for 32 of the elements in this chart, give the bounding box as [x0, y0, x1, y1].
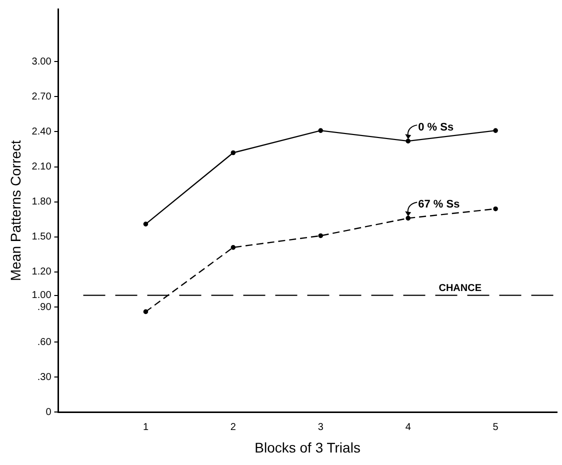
y-tick-label: 0	[46, 406, 52, 418]
y-tick-label: 1.80	[32, 196, 52, 208]
point	[143, 309, 148, 314]
y-axis-title: Mean Patterns Correct	[7, 140, 24, 282]
ref-line-label: CHANCE	[438, 283, 482, 294]
annotation: 67 % Ss	[418, 198, 460, 211]
y-tick-label: 3.00	[32, 56, 52, 68]
x-tick-label: 1	[142, 422, 149, 433]
y-tick-label: .60	[37, 336, 52, 348]
point	[318, 233, 324, 238]
x-tick-label: 4	[405, 422, 412, 433]
point	[493, 206, 498, 212]
y-tick-label: 1.50	[32, 232, 52, 243]
y-tick-label: 1.20	[32, 266, 52, 278]
point	[493, 128, 498, 133]
point	[143, 222, 148, 226]
x-axis-title: Blocks of 3 Trials	[254, 439, 360, 456]
y-tick-label: 2.70	[32, 91, 52, 102]
y-tick-label: 2.40	[32, 126, 52, 138]
annotation: 0 % Ss	[418, 122, 454, 134]
x-tick-label: 5	[492, 422, 499, 433]
point	[230, 245, 236, 250]
y-tick-label: .90	[37, 302, 52, 313]
point	[318, 128, 324, 133]
y-tick-label: 2.10	[32, 162, 52, 173]
x-tick-label: 2	[230, 422, 236, 433]
point	[406, 138, 411, 144]
point	[230, 150, 236, 156]
point	[406, 216, 411, 221]
x-tick-label: 3	[318, 422, 324, 433]
y-tick-label: .30	[37, 372, 52, 383]
y-tick-label: 1.00	[32, 290, 52, 302]
